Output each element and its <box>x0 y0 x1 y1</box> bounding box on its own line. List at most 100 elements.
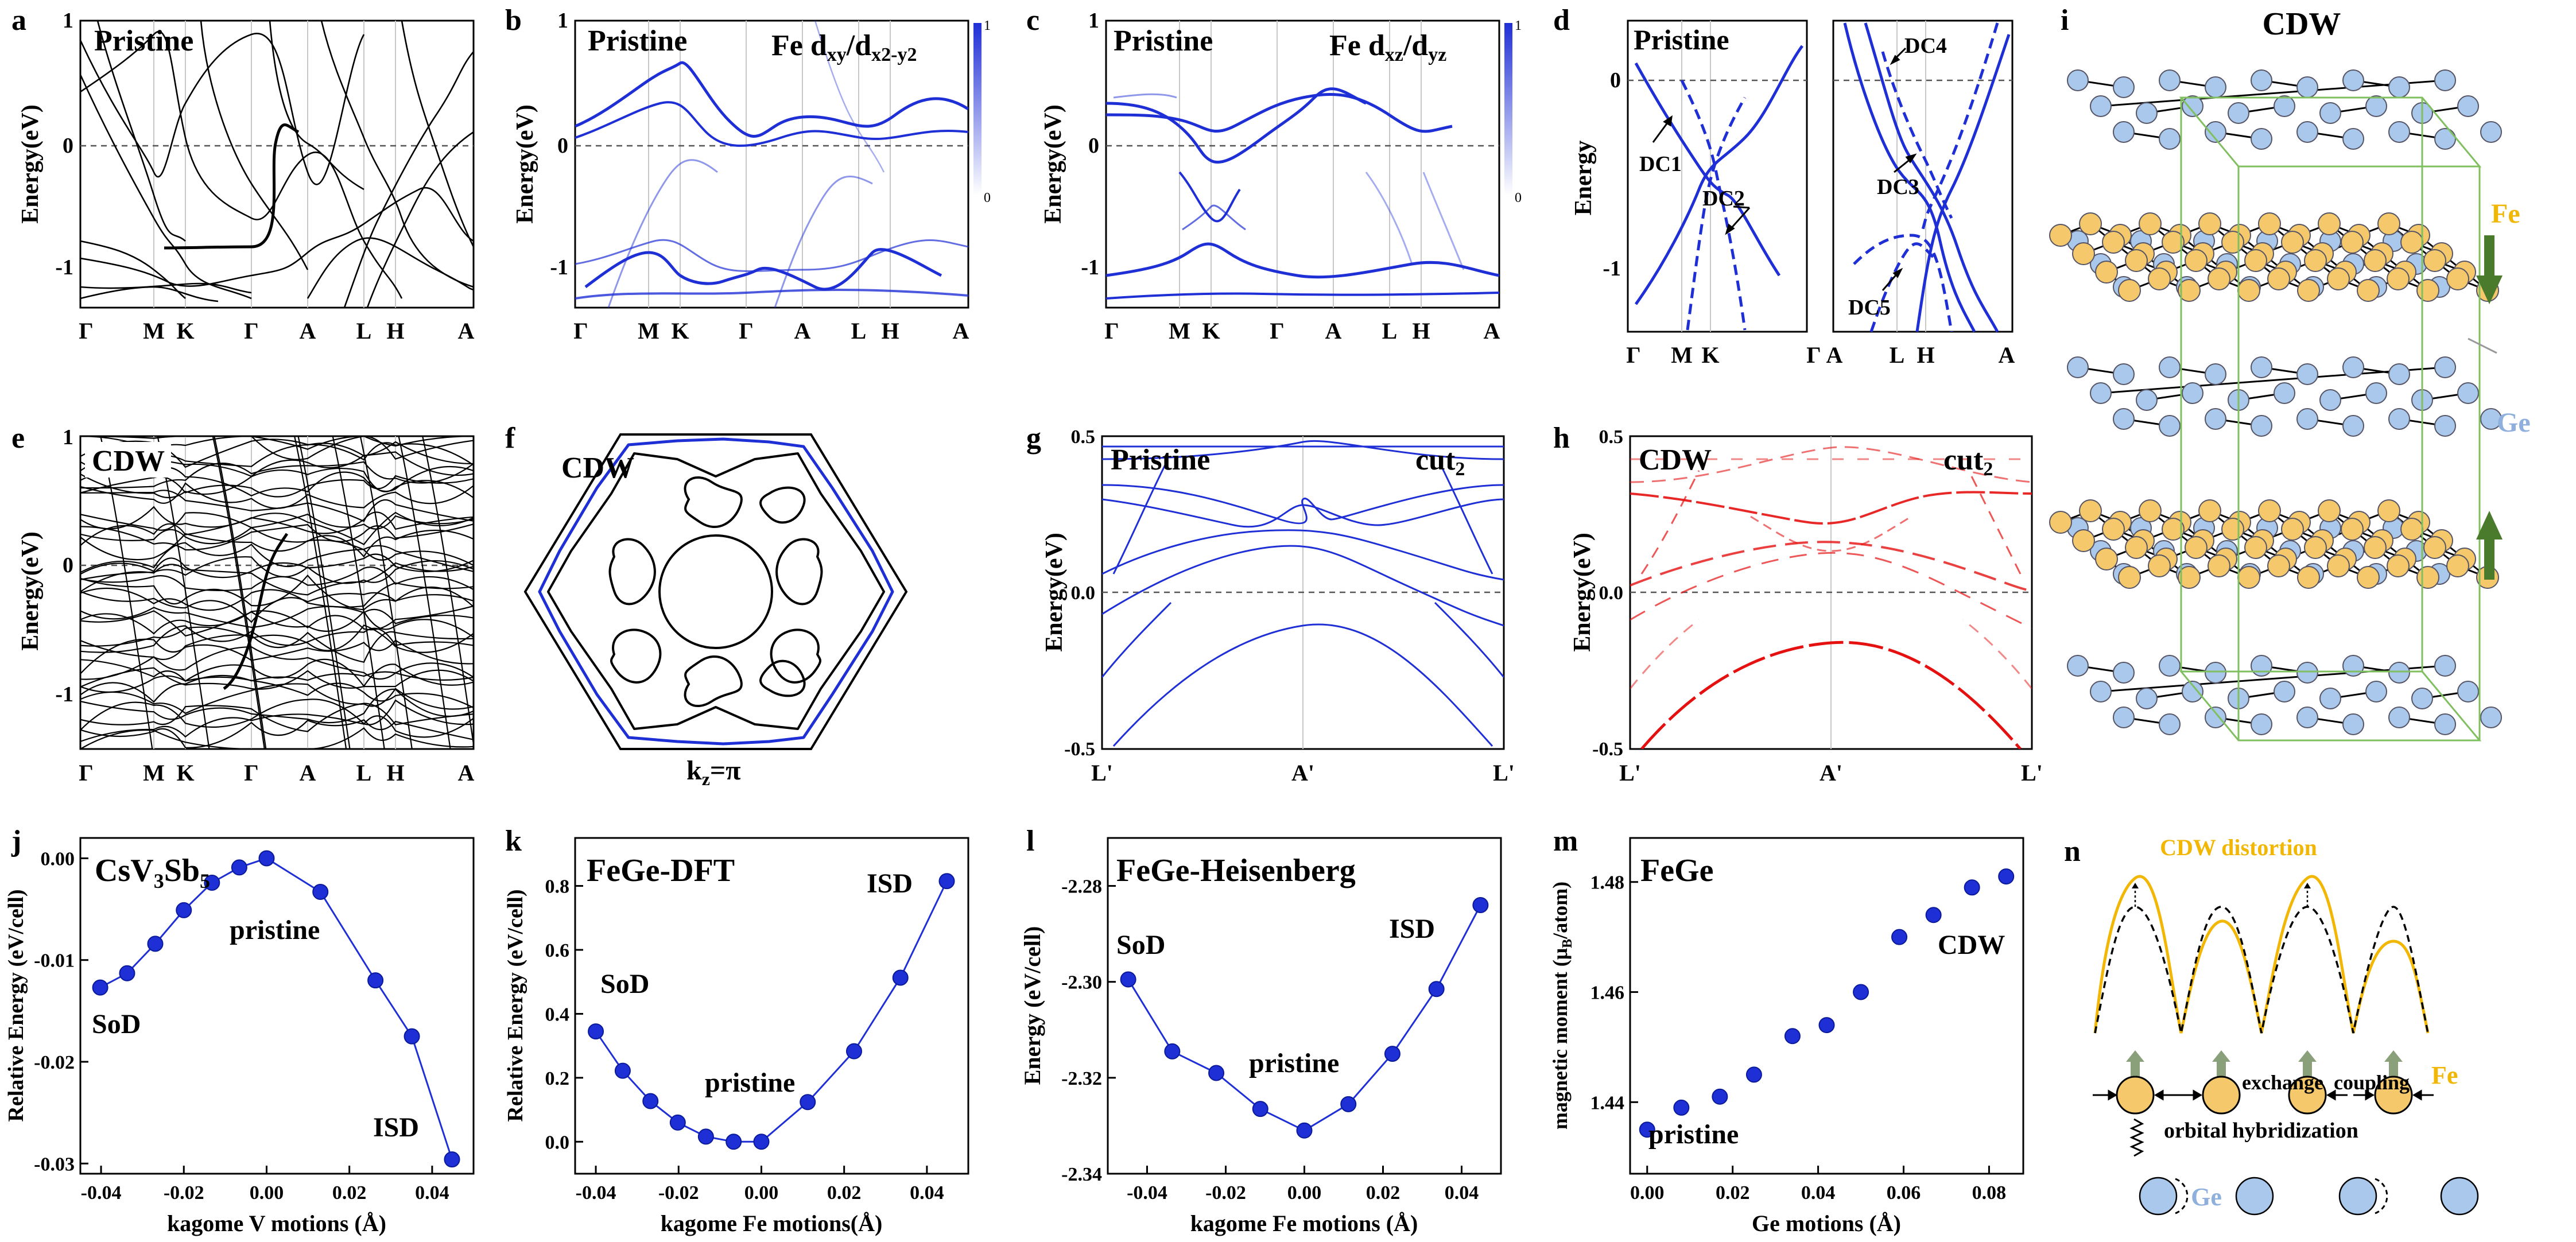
fe-atom <box>2258 499 2281 522</box>
ytick-label-m: 1.48 <box>1590 872 1625 894</box>
fe-atom <box>2258 212 2281 235</box>
title-a: Pristine <box>94 25 193 57</box>
ge-atom <box>2365 681 2387 702</box>
fe-atom <box>2304 536 2327 559</box>
annot-l-sod: SoD <box>1116 930 1165 960</box>
fe-atom <box>2162 231 2185 254</box>
ktick-d-2: K <box>1701 342 1719 368</box>
xtick-label-m: 0.08 <box>1972 1182 2007 1204</box>
annot-j-sod: SoD <box>92 1009 141 1039</box>
ge-atom <box>2342 713 2364 735</box>
ktick-b-5: L <box>851 318 867 344</box>
fe-atom <box>2327 267 2350 290</box>
data-point-k <box>697 1128 714 1145</box>
spin-arrow-icon-1 <box>2126 1050 2144 1079</box>
fe-atom <box>2416 566 2439 589</box>
ge-atom <box>2480 408 2502 430</box>
ge-atom <box>2182 95 2203 117</box>
ktick-b-6: H <box>881 318 899 344</box>
ge-atom <box>2296 121 2318 143</box>
fe-atom <box>2446 267 2469 290</box>
brillouin-zone-hexagon <box>523 433 908 750</box>
ktick-b-3: Γ <box>739 318 753 344</box>
fermi-pocket-center <box>658 534 773 649</box>
fermi-pocket-4 <box>775 538 823 606</box>
data-point-k <box>642 1093 659 1109</box>
data-point-m <box>1745 1066 1762 1083</box>
fe-atom <box>2297 279 2320 302</box>
data-point-l <box>1120 971 1136 988</box>
band-line-e <box>297 436 351 749</box>
ktick-e-7: A <box>458 760 475 786</box>
label-dc4: DC4 <box>1904 34 1947 58</box>
fermi-pocket-8 <box>759 659 806 697</box>
data-point-j <box>444 1151 460 1168</box>
xtick-label-k: 0.02 <box>827 1182 862 1204</box>
ge-atom <box>2296 662 2318 684</box>
xtick-label-k: -0.04 <box>576 1182 616 1204</box>
panel-i: CDW Fe Ge <box>2049 6 2531 742</box>
annot-l-isd: ISD <box>1389 914 1435 944</box>
title-c-orbital: Fe dxz/dyz <box>1329 29 1446 65</box>
data-point-j <box>367 972 384 989</box>
data-point-m <box>1712 1088 1728 1105</box>
ge-atom <box>2342 655 2364 677</box>
ge-atom <box>2113 76 2135 98</box>
distorted-potential-curve <box>2093 875 2430 1034</box>
fe-atom <box>2357 279 2380 302</box>
xtick-label-j: -0.02 <box>164 1182 204 1204</box>
fe-atom <box>2297 566 2320 589</box>
band-line-e <box>80 675 474 709</box>
xlabel-k: kagome Fe motions(Å) <box>661 1210 883 1236</box>
coupling-label: coupling <box>2334 1071 2410 1094</box>
xtick-label-m: 0.06 <box>1887 1182 1921 1204</box>
ge-atom <box>2113 707 2135 728</box>
fe-atom <box>2267 554 2290 577</box>
band-line-e <box>332 436 385 749</box>
ge-atom <box>2274 95 2295 117</box>
ylabel-m: magnetic moment (μB/atom) <box>1549 882 1575 1130</box>
colorbar-b <box>973 23 981 195</box>
ge-atom <box>2136 688 2158 709</box>
fe-atom <box>2281 231 2304 254</box>
data-point-l <box>1472 897 1489 913</box>
xtick-label-k: -0.02 <box>658 1182 699 1204</box>
xlabel-l: kagome Fe motions (Å) <box>1190 1210 1418 1236</box>
title-b-orbital: Fe dxy/dx2-y2 <box>771 29 917 65</box>
data-point-m <box>1673 1099 1690 1116</box>
kz-label: kz=π <box>686 755 741 789</box>
data-point-j <box>204 875 220 891</box>
data-point-m <box>1784 1028 1801 1045</box>
ktick-c-7: A <box>1484 318 1500 344</box>
fermi-pocket-1 <box>684 476 743 529</box>
fe-atom <box>2118 279 2141 302</box>
title-g: Pristine <box>1111 444 1210 476</box>
fe-atom <box>2387 267 2410 290</box>
fe-atom <box>2049 224 2072 247</box>
ge-atom <box>2457 681 2479 702</box>
ge-atom <box>2182 382 2203 404</box>
label-dc3: DC3 <box>1877 175 1919 199</box>
ge-atom <box>2296 707 2318 728</box>
ge-atom <box>2159 415 2181 437</box>
band-line-e <box>80 671 474 703</box>
band-line-e <box>80 606 474 628</box>
ge-atom <box>2251 713 2272 735</box>
ktick-g-1: A' <box>1291 760 1314 786</box>
ge-atom <box>2411 688 2433 709</box>
colorbar-b-min: 0 <box>984 191 991 205</box>
ylabel-g: Energy(eV) <box>1041 533 1068 652</box>
data-point-l <box>1164 1043 1181 1059</box>
spin-arrow-icon-4 <box>2384 1050 2403 1079</box>
fe-atom <box>2185 249 2208 272</box>
band-line-e <box>80 490 474 522</box>
ge-atom <box>2296 76 2318 98</box>
ytick-label-k: 0.8 <box>545 876 570 898</box>
band-line-e <box>80 533 474 566</box>
ge-atom <box>2228 102 2249 124</box>
ge-atom-4 <box>2440 1177 2479 1216</box>
ktick-a-7: A <box>458 318 475 344</box>
ge-label-i: Ge <box>2497 407 2531 438</box>
fe-atom <box>2423 536 2446 559</box>
ktick-h-2: L' <box>2021 760 2043 786</box>
